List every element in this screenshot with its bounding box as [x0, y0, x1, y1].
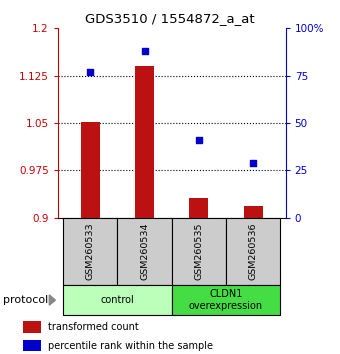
- Bar: [135, 66, 154, 218]
- Text: control: control: [101, 295, 134, 305]
- Bar: [172, 285, 280, 315]
- Point: [88, 69, 93, 75]
- Bar: [81, 122, 100, 218]
- Text: GSM260536: GSM260536: [249, 223, 258, 280]
- Bar: [117, 218, 172, 285]
- Text: CLDN1
overexpression: CLDN1 overexpression: [189, 289, 263, 311]
- Text: percentile rank within the sample: percentile rank within the sample: [48, 341, 213, 350]
- Bar: [189, 198, 208, 218]
- Point: [250, 160, 256, 166]
- Bar: [63, 218, 117, 285]
- Text: GSM260534: GSM260534: [140, 223, 149, 280]
- Text: GSM260535: GSM260535: [194, 223, 203, 280]
- Text: GSM260533: GSM260533: [86, 223, 95, 280]
- Point: [196, 137, 202, 143]
- Bar: [172, 218, 226, 285]
- Text: transformed count: transformed count: [48, 322, 139, 332]
- Bar: [23, 321, 41, 333]
- Bar: [226, 218, 280, 285]
- Text: GDS3510 / 1554872_a_at: GDS3510 / 1554872_a_at: [85, 12, 255, 25]
- Text: protocol: protocol: [3, 295, 49, 305]
- Point: [142, 48, 147, 54]
- Bar: [243, 206, 262, 218]
- Bar: [23, 340, 41, 351]
- Polygon shape: [49, 295, 55, 305]
- Bar: [63, 285, 172, 315]
